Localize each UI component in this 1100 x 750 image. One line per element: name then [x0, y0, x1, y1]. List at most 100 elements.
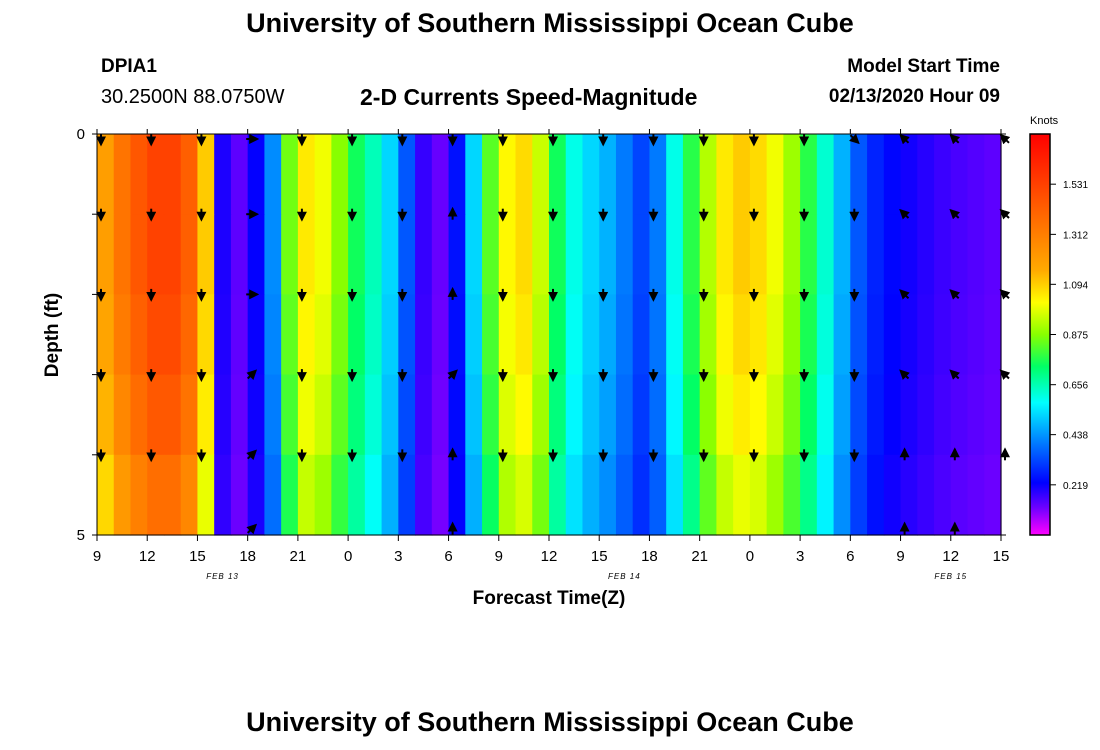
heatmap-cell [247, 294, 266, 376]
heatmap-cell [816, 374, 835, 456]
heatmap-cell [465, 134, 483, 215]
heatmap-cell [482, 374, 500, 456]
date-label: FEB 13 [206, 572, 239, 581]
heatmap-cell [615, 134, 634, 215]
heatmap-cell [867, 214, 885, 295]
x-tick-label: 0 [344, 548, 352, 565]
heatmap-cell [934, 214, 952, 295]
heatmap-cell [130, 374, 148, 456]
heatmap-cell [716, 134, 734, 215]
colorbar-tick-label: 0.875 [1063, 331, 1088, 342]
heatmap-cell [816, 214, 835, 295]
heatmap-cell [448, 214, 466, 295]
heatmap-cell [950, 214, 969, 295]
x-tick-label: 6 [846, 548, 854, 565]
heatmap-cell [984, 214, 1002, 295]
x-tick-label: 18 [641, 548, 658, 565]
heatmap-cell [448, 374, 466, 456]
y-axis: 05 [77, 126, 1006, 544]
heatmap-cell [850, 214, 868, 295]
colorbar-tick-label: 1.094 [1063, 280, 1088, 291]
heatmap-cell [699, 294, 718, 376]
heatmap-cell [632, 374, 651, 456]
heatmap-cell [883, 374, 902, 456]
heatmap-cell [264, 454, 282, 536]
heatmap-cell [783, 454, 801, 536]
heatmap-cell [498, 214, 517, 295]
heatmap-cell [163, 454, 182, 536]
colorbar-tick-label: 0.219 [1063, 481, 1088, 492]
heatmap-cell [515, 294, 533, 376]
heatmap-cell [565, 214, 584, 295]
heatmap-cell [348, 134, 366, 215]
heatmap-cell [883, 294, 902, 376]
heatmap-cell [666, 294, 684, 376]
heatmap-cell [716, 454, 734, 536]
heatmap-cell [984, 454, 1002, 536]
heatmap-cell [682, 374, 701, 456]
heatmap-cell [967, 134, 985, 215]
heatmap-cell [666, 374, 684, 456]
x-tick-label: 15 [591, 548, 608, 565]
y-axis-label: Depth (ft) [42, 293, 63, 377]
x-tick-label: 9 [93, 548, 101, 565]
heatmap-cell [448, 454, 466, 536]
current-vector-arrow [899, 369, 910, 380]
heatmap-cell [582, 294, 600, 376]
colorbar-tick-label: 1.531 [1063, 180, 1088, 191]
heatmap-cell [247, 454, 266, 536]
heatmap-cell [97, 214, 115, 295]
heatmap-cell [214, 134, 232, 215]
model-start-value: 02/13/2020 Hour 09 [828, 86, 1000, 107]
heatmap-cell [883, 214, 902, 295]
heatmap-cell [934, 454, 952, 536]
heatmap-cell [281, 134, 299, 215]
heatmap-cell [967, 214, 985, 295]
heatmap-cell [800, 134, 818, 215]
heatmap-cell [348, 374, 366, 456]
station-coordinates: 30.2500N 88.0750W [101, 86, 285, 108]
colorbar-ticks: 1.531 1.312 1.094 0.875 0.656 0.438 0.219 [1050, 180, 1088, 492]
x-tick-label: 15 [189, 548, 206, 565]
colorbar: Knots 1.531 1.312 1.094 0.875 0.656 0.438 0.21… [1029, 115, 1088, 536]
current-vector-arrow [899, 133, 910, 145]
heatmap-cell [599, 374, 617, 456]
heatmap-cell [699, 374, 718, 456]
heatmap-cell [632, 214, 651, 295]
heatmap-cell [783, 214, 801, 295]
x-tick-label: 12 [942, 548, 959, 565]
heatmap-cell [934, 134, 952, 215]
page-title: University of Southern Mississippi Ocean… [246, 8, 854, 38]
heatmap-cell [850, 294, 868, 376]
heatmap-cell [431, 294, 450, 376]
heatmap-cell [716, 374, 734, 456]
current-vector-arrow [246, 449, 258, 461]
heatmap-cell [97, 374, 115, 456]
heatmap-cell [532, 374, 550, 456]
heatmap-cell [364, 294, 383, 376]
heatmap-cell [348, 214, 366, 295]
heatmap-cell [214, 454, 232, 536]
heatmap-cell [565, 374, 584, 456]
heatmap-cell [599, 214, 617, 295]
heatmap-cell [950, 294, 969, 376]
heatmap-cell [230, 374, 249, 456]
model-start-label: Model Start Time [847, 56, 1000, 77]
heatmap-cell [733, 454, 751, 536]
heatmap-cell [749, 454, 768, 536]
heatmap-cell [97, 454, 115, 536]
heatmap-cell [314, 454, 332, 536]
heatmap-cell [649, 214, 667, 295]
heatmap-cell [565, 454, 584, 536]
x-tick-label: 9 [896, 548, 904, 565]
heatmap-cell [699, 454, 718, 536]
heatmap-cell [749, 294, 768, 376]
heatmap-cell [649, 134, 667, 215]
heatmap-cell [900, 454, 918, 536]
heatmap-cell [967, 294, 985, 376]
heatmap-cell [900, 374, 918, 456]
current-vector-arrow [849, 133, 860, 145]
heatmap-cell [582, 214, 600, 295]
heatmap-cell [984, 134, 1002, 215]
heatmap-cell [515, 374, 533, 456]
